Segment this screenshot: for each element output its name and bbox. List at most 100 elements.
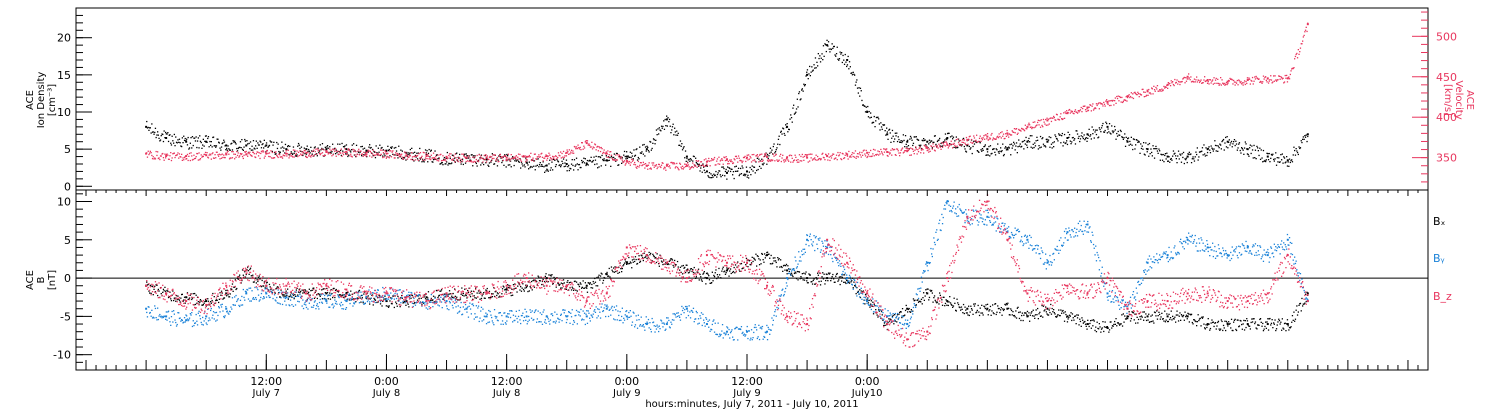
velocity-series-sample (259, 152, 260, 153)
velocity-series-sample (436, 159, 437, 160)
velocity-series-sample (661, 165, 662, 166)
bx-series-point (1167, 315, 1169, 317)
velocity-series-sample (1118, 96, 1119, 97)
ion-density-series-sample (864, 106, 865, 107)
velocity-series-sample (675, 167, 676, 168)
ion-density-series-sample (197, 140, 198, 141)
velocity-series-sample (294, 150, 295, 151)
velocity-series-sample (798, 162, 799, 163)
bx-series-sample (1163, 320, 1164, 321)
bx-series-sample (1216, 325, 1217, 326)
ion-density-series-sample (770, 148, 771, 149)
ion-density-series-sample (1007, 147, 1008, 148)
ion-density-series-sample (901, 142, 902, 143)
bx-series-sample (1261, 326, 1262, 327)
bx-series-sample (1025, 313, 1026, 314)
velocity-series-sample (1271, 79, 1272, 80)
ion-density-series-sample (1055, 136, 1056, 137)
bx-series-sample (221, 291, 222, 292)
velocity-series-sample (962, 142, 963, 143)
bx-series-sample (716, 278, 717, 279)
ion-density-series-sample (1025, 143, 1026, 144)
velocity-series-sample (907, 148, 908, 149)
velocity-series-sample (917, 153, 918, 154)
ion-density-series-sample (695, 158, 696, 159)
bx-series-sample (1073, 317, 1074, 318)
ion-density-series-sample (211, 141, 212, 142)
ion-density-series-sample (1070, 143, 1071, 144)
bx-series-sample (707, 274, 708, 275)
velocity-series-sample (1179, 84, 1180, 85)
ion-density-series-sample (1086, 137, 1087, 138)
bx-series-sample (1243, 323, 1244, 324)
velocity-series-sample (316, 154, 317, 155)
ion-density-series-sample (1157, 150, 1158, 151)
bx-series-sample (1030, 315, 1031, 316)
velocity-series-sample (1024, 130, 1025, 131)
velocity-series-sample (1160, 91, 1161, 92)
bx-series-sample (1020, 320, 1021, 321)
ion-density-series-sample (726, 179, 727, 180)
density-axis-tick-label: 5 (64, 143, 71, 156)
velocity-series-sample (767, 160, 768, 161)
bx-series-sample (962, 309, 963, 310)
bx-series-sample (359, 290, 360, 291)
ion-density-series-sample (623, 155, 624, 156)
bx-series-sample (1142, 311, 1143, 312)
ion-density-series-sample (1135, 144, 1136, 145)
ion-density-series-sample (580, 167, 581, 168)
bx-series-sample (896, 321, 897, 322)
velocity-series-sample (773, 156, 774, 157)
velocity-series-sample (480, 155, 481, 156)
velocity-series-sample (475, 161, 476, 162)
velocity-series-sample (856, 156, 857, 157)
bx-series-sample (692, 269, 693, 270)
ion-density-series-sample (1219, 147, 1220, 148)
ion-density-series-sample (389, 155, 390, 156)
velocity-series-sample (694, 164, 695, 165)
velocity-series-sample (253, 152, 254, 153)
bx-series-sample (621, 271, 622, 272)
velocity-series-sample (877, 154, 878, 155)
ion-density-series-sample (896, 133, 897, 134)
bx-series-sample (249, 269, 250, 270)
velocity-series-sample (828, 153, 829, 154)
ion-density-series-sample (569, 170, 570, 171)
bx-series-sample (683, 265, 684, 266)
ion-density-series-sample (204, 146, 205, 147)
bx-series-sample (236, 288, 237, 289)
velocity-series-sample (236, 151, 237, 152)
ion-density-series-sample (818, 58, 819, 59)
velocity-series-sample (1161, 89, 1162, 90)
bx-series-sample (158, 289, 159, 290)
ion-density-series-sample (1293, 147, 1294, 148)
velocity-series-sample (360, 151, 361, 152)
ion-density-series-sample (463, 164, 464, 165)
bx-series-sample (670, 260, 671, 261)
velocity-series-sample (970, 142, 971, 143)
bx-series-sample (1245, 327, 1246, 328)
velocity-series-sample (1266, 81, 1267, 82)
ion-density-series-sample (1217, 151, 1218, 152)
ion-density-series-sample (914, 136, 915, 137)
velocity-series-sample (882, 154, 883, 155)
ion-density-series-sample (1057, 140, 1058, 141)
velocity-series (145, 23, 1309, 171)
ion-density-series-sample (970, 147, 971, 148)
velocity-series-sample (1213, 84, 1214, 85)
ion-density-series-sample (1051, 144, 1052, 145)
velocity-series-sample (1125, 100, 1126, 101)
velocity-series-sample (191, 155, 192, 156)
bx-series-sample (1049, 312, 1050, 313)
velocity-series-sample (1155, 87, 1156, 88)
velocity-series-sample (985, 134, 986, 135)
bx-series-sample (1147, 316, 1148, 317)
ion-density-series-sample (240, 141, 241, 142)
ion-density-series-sample (712, 177, 713, 178)
velocity-series-sample (345, 151, 346, 152)
bx-series-sample (1210, 328, 1211, 329)
velocity-series-sample (951, 144, 952, 145)
bx-series-sample (958, 304, 959, 305)
ion-density-series-sample (925, 139, 926, 140)
velocity-series-sample (1036, 124, 1037, 125)
